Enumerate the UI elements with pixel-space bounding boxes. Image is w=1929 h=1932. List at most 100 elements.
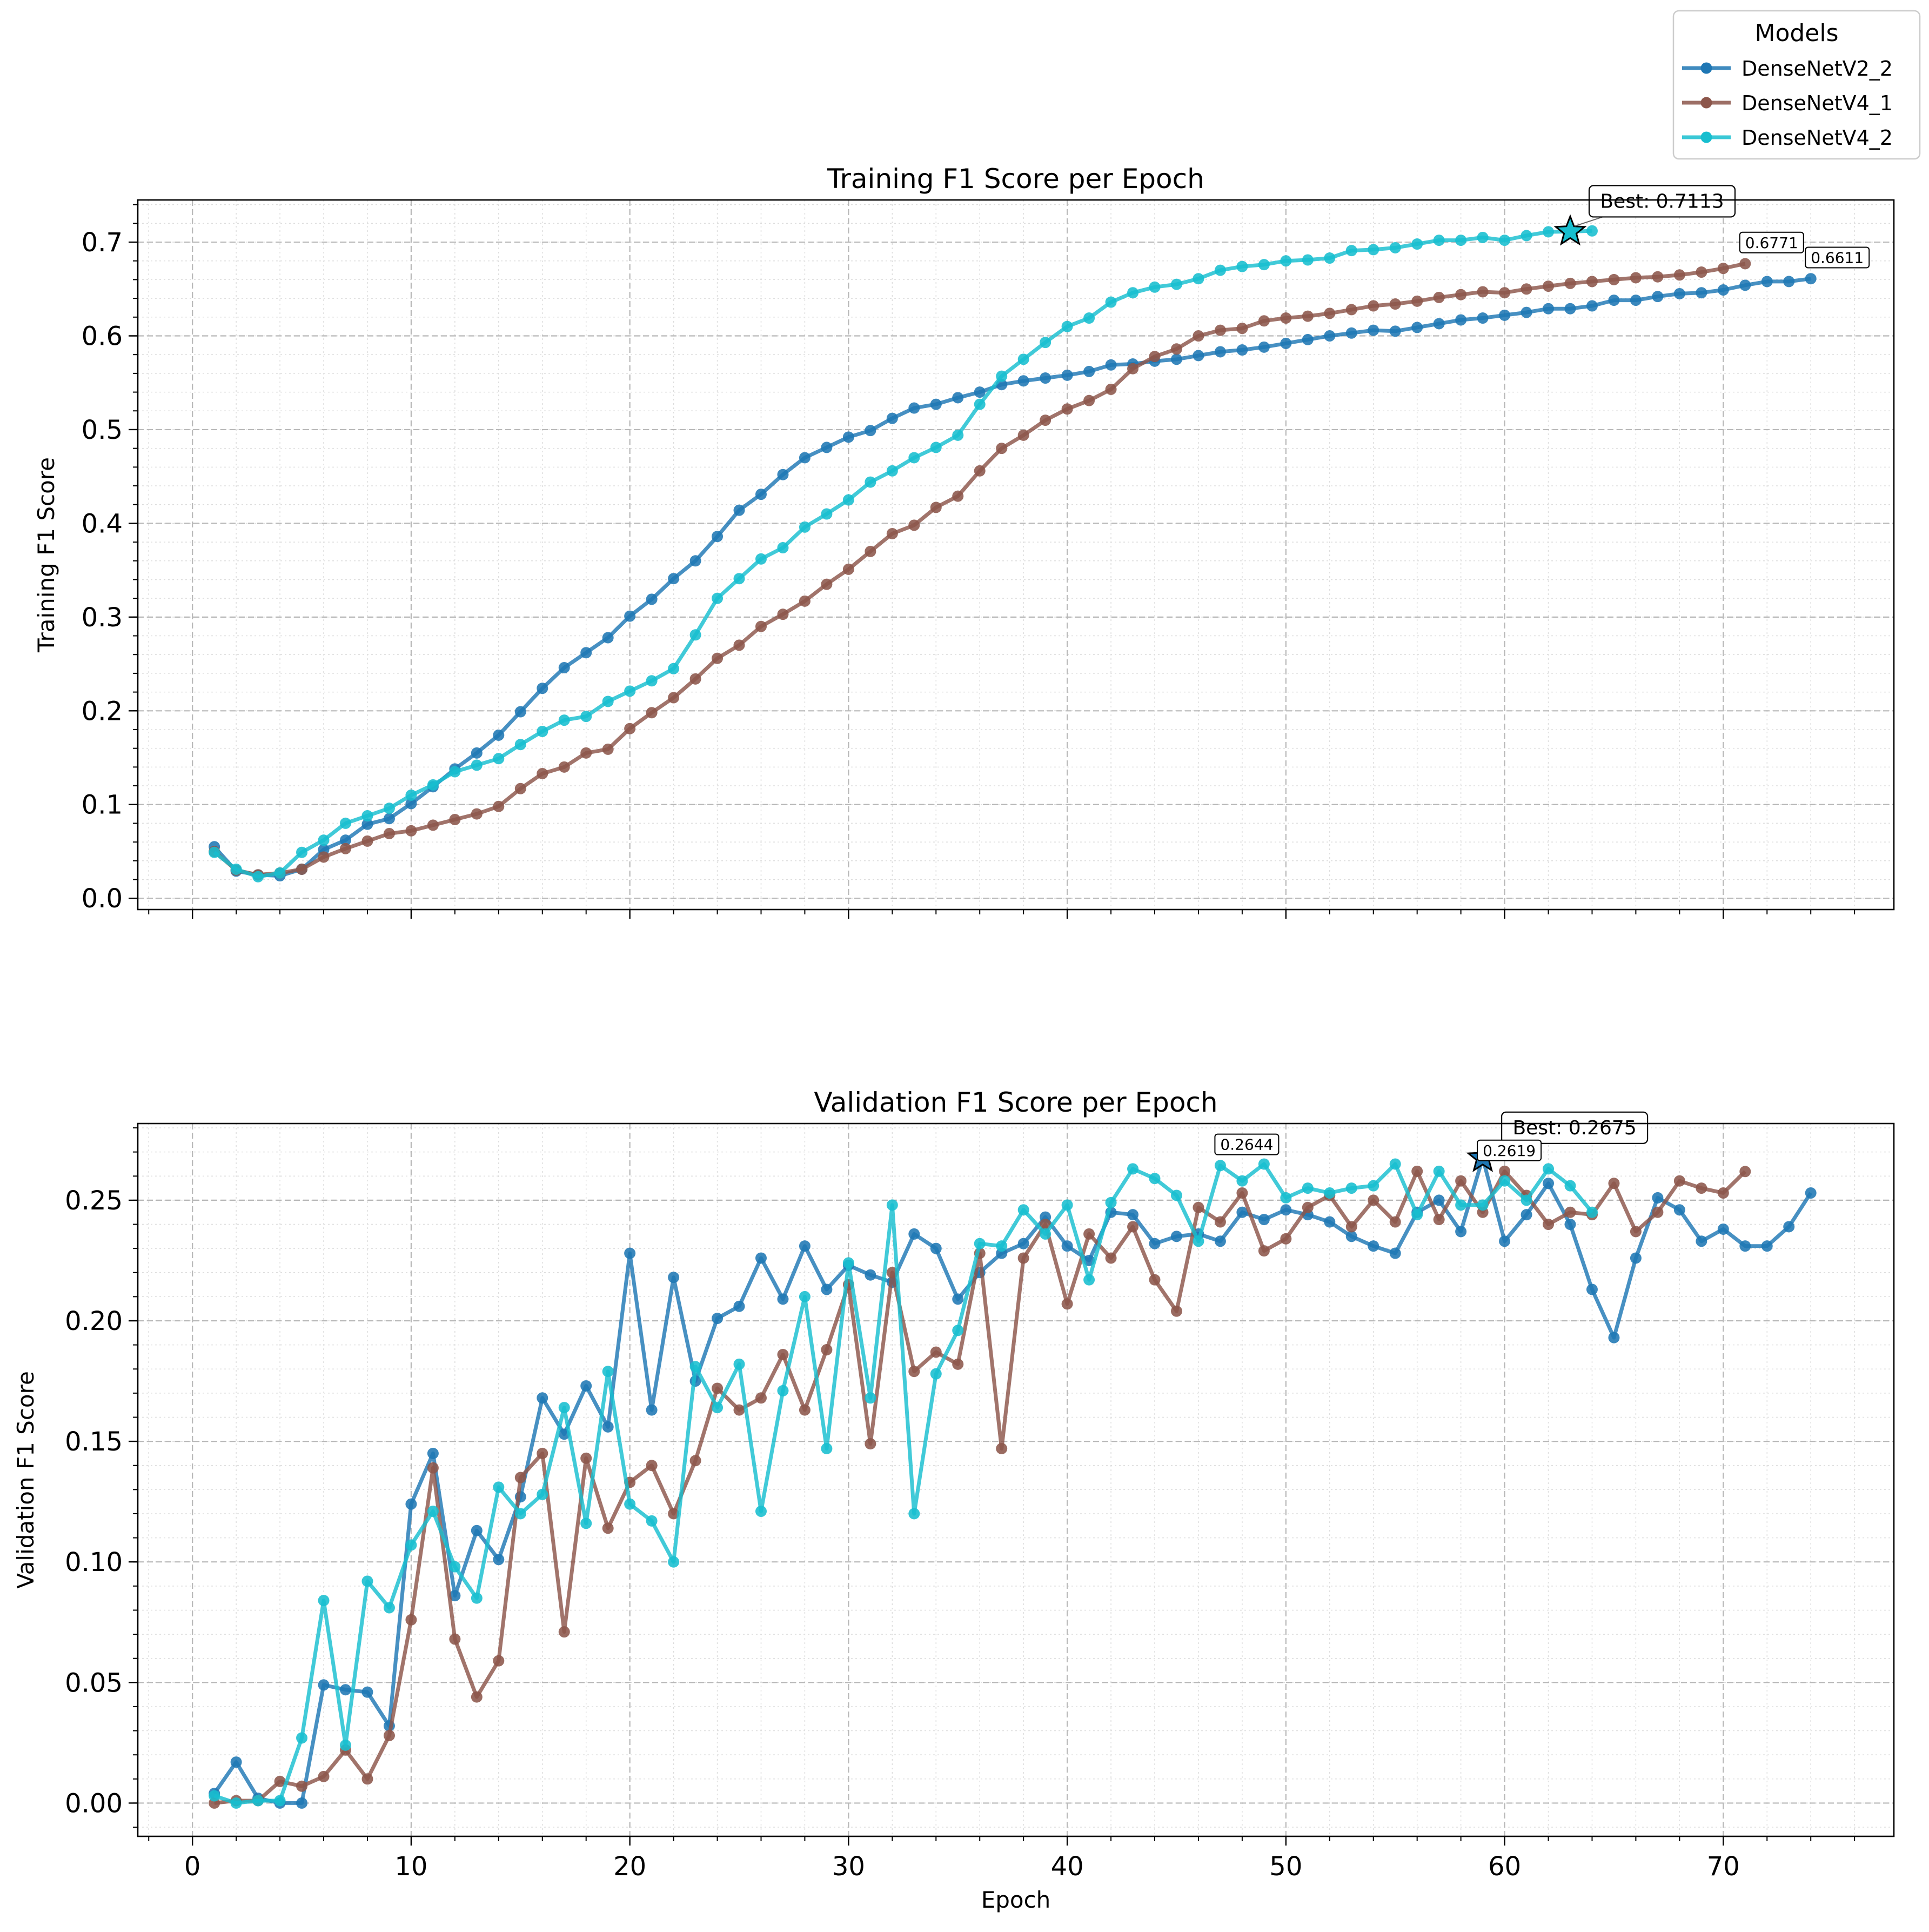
training-point-densenetv2-2 [755, 489, 767, 500]
training-point-densenetv4-1 [799, 595, 811, 607]
training-point-densenetv4-1 [1433, 291, 1445, 303]
training-point-densenetv4-1 [471, 808, 483, 820]
training-point-densenetv4-2 [733, 573, 745, 585]
validation-point-densenetv4-2 [1258, 1158, 1270, 1170]
validation-point-densenetv4-2 [1586, 1206, 1598, 1218]
training-y-tick-label: 0.0 [82, 884, 123, 914]
validation-point-densenetv4-2 [1324, 1187, 1336, 1199]
training-point-densenetv4-2 [449, 766, 461, 778]
training-point-densenetv2-2 [799, 452, 811, 464]
validation-point-densenetv2-2 [1499, 1235, 1511, 1247]
training-point-densenetv4-2 [296, 846, 308, 858]
validation-point-densenetv4-1 [668, 1508, 680, 1520]
training-point-densenetv4-1 [865, 545, 876, 557]
training-best-star-marker [1553, 214, 1587, 246]
training-point-densenetv2-2 [1040, 372, 1051, 384]
validation-point-densenetv4-2 [952, 1325, 964, 1336]
training-point-densenetv4-1 [296, 863, 308, 875]
training-point-densenetv4-2 [339, 817, 351, 829]
validation-point-densenetv2-2 [493, 1554, 505, 1566]
training-point-densenetv4-1 [777, 609, 789, 620]
training-point-densenetv2-2 [952, 392, 964, 404]
training-point-densenetv4-2 [209, 846, 220, 858]
validation-point-densenetv2-2 [1739, 1240, 1751, 1252]
validation-point-densenetv4-1 [1105, 1252, 1117, 1264]
training-point-densenetv4-2 [383, 803, 395, 814]
validation-point-densenetv4-1 [427, 1462, 439, 1474]
training-point-densenetv2-2 [668, 573, 680, 585]
validation-point-densenetv4-1 [733, 1404, 745, 1416]
training-point-densenetv4-1 [842, 563, 854, 575]
training-point-densenetv4-2 [1149, 281, 1161, 293]
training-point-densenetv4-2 [493, 753, 505, 765]
validation-value-label-box [1214, 1133, 1280, 1155]
validation-point-densenetv2-2 [646, 1404, 658, 1416]
training-point-densenetv4-1 [1521, 283, 1532, 295]
validation-point-densenetv2-2 [952, 1293, 964, 1305]
training-point-densenetv2-2 [1368, 324, 1379, 336]
validation-point-densenetv4-1 [1389, 1216, 1401, 1228]
validation-point-densenetv4-2 [624, 1498, 636, 1510]
training-point-densenetv2-2 [777, 469, 789, 480]
validation-point-densenetv4-1 [1630, 1226, 1642, 1238]
training-point-densenetv2-2 [908, 402, 920, 414]
validation-point-densenetv4-2 [361, 1575, 373, 1587]
training-point-densenetv4-2 [777, 542, 789, 553]
validation-point-densenetv4-1 [996, 1442, 1008, 1454]
validation-point-densenetv4-1 [1499, 1165, 1511, 1177]
training-point-densenetv4-1 [318, 851, 330, 863]
validation-point-densenetv4-1 [1673, 1175, 1685, 1187]
training-point-densenetv2-2 [471, 747, 483, 759]
validation-point-densenetv4-2 [580, 1517, 592, 1529]
training-point-densenetv2-2 [1564, 303, 1576, 315]
validation-x-tick-label: 20 [613, 1851, 646, 1882]
validation-point-densenetv4-1 [383, 1729, 395, 1741]
training-point-densenetv2-2 [1543, 303, 1555, 315]
validation-point-densenetv2-2 [296, 1797, 308, 1809]
validation-point-densenetv4-2 [865, 1392, 876, 1404]
validation-point-densenetv2-2 [1368, 1240, 1379, 1252]
validation-point-densenetv4-1 [908, 1366, 920, 1378]
training-point-densenetv2-2 [383, 813, 395, 825]
validation-point-densenetv4-2 [1477, 1199, 1489, 1211]
validation-point-densenetv2-2 [1127, 1209, 1139, 1221]
training-point-densenetv2-2 [1477, 312, 1489, 324]
training-point-densenetv2-2 [689, 555, 701, 567]
validation-point-densenetv4-2 [1083, 1274, 1095, 1286]
training-point-densenetv4-1 [1608, 273, 1620, 285]
validation-point-densenetv4-1 [1455, 1175, 1467, 1187]
validation-y-tick-label: 0.15 [65, 1427, 123, 1457]
training-point-densenetv2-2 [1608, 295, 1620, 306]
training-value-label: 0.6771 [1745, 234, 1798, 252]
training-point-densenetv4-2 [886, 465, 898, 477]
validation-point-densenetv2-2 [449, 1590, 461, 1602]
training-point-densenetv4-2 [1127, 287, 1139, 299]
training-point-densenetv2-2 [1455, 314, 1467, 326]
validation-x-tick-label: 60 [1488, 1851, 1521, 1882]
training-point-densenetv4-2 [1061, 320, 1073, 332]
validation-point-densenetv4-1 [1652, 1206, 1664, 1218]
validation-point-densenetv4-1 [821, 1344, 833, 1356]
training-point-densenetv4-2 [1017, 353, 1029, 365]
training-y-tick-label: 0.6 [82, 321, 123, 351]
training-point-densenetv4-1 [537, 768, 548, 780]
training-point-densenetv4-1 [1280, 312, 1292, 324]
training-point-densenetv4-2 [558, 714, 570, 726]
training-point-densenetv4-1 [1302, 310, 1314, 322]
training-point-densenetv4-2 [1105, 296, 1117, 308]
validation-y-tick-label: 0.00 [65, 1788, 123, 1819]
validation-point-densenetv4-1 [514, 1472, 526, 1483]
validation-point-densenetv2-2 [1061, 1240, 1073, 1252]
validation-point-densenetv4-2 [1236, 1175, 1248, 1187]
training-point-densenetv2-2 [514, 706, 526, 718]
training-point-densenetv4-1 [668, 692, 680, 704]
validation-point-densenetv4-1 [580, 1452, 592, 1464]
training-point-densenetv4-2 [1040, 337, 1051, 349]
training-point-densenetv4-1 [1214, 324, 1226, 336]
validation-point-densenetv4-2 [1411, 1209, 1423, 1221]
training-plot-frame [137, 199, 1895, 911]
validation-point-densenetv4-1 [1345, 1221, 1357, 1233]
training-point-densenetv2-2 [1258, 341, 1270, 353]
validation-point-densenetv4-1 [296, 1780, 308, 1792]
